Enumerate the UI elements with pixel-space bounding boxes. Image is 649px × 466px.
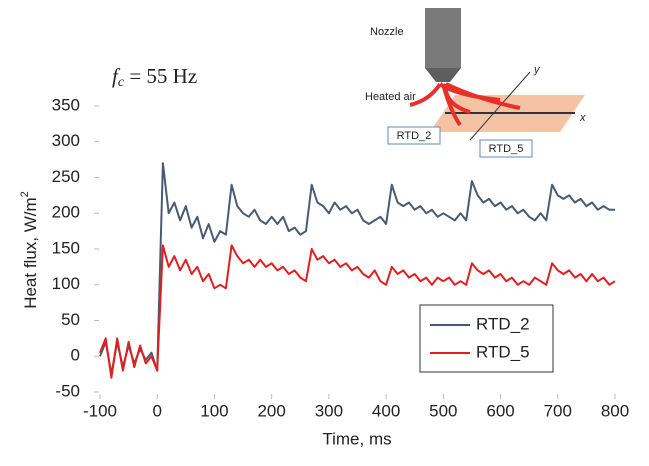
- annotation-subscript: c: [118, 75, 125, 90]
- y-axis-label: Heat flux, W/m2: [19, 191, 41, 309]
- x-axis-label: Time, ms: [322, 429, 391, 448]
- x-tick-label: 700: [544, 401, 572, 420]
- y-tick-label: 150: [52, 238, 80, 257]
- y-label-sup: 2: [19, 191, 31, 197]
- rtd5-label: RTD_5: [489, 143, 524, 155]
- x-tick-label: -100: [83, 401, 117, 420]
- y-tick-label: 200: [52, 203, 80, 222]
- nozzle-label: Nozzle: [370, 26, 404, 38]
- heated-air-label: Heated air: [365, 91, 416, 103]
- y-tick-label: 100: [52, 274, 80, 293]
- legend-label: RTD_5: [476, 342, 530, 361]
- x-tick-label: 100: [200, 401, 228, 420]
- nozzle-body: [425, 8, 461, 68]
- rtd2-label: RTD_2: [397, 130, 432, 142]
- air-flow: [409, 82, 521, 127]
- y-axis-arrow: [469, 71, 531, 141]
- y-tick-label: 50: [61, 310, 80, 329]
- x-tick-label: 400: [372, 401, 400, 420]
- series-line: [99, 162, 615, 376]
- axis-x-label: x: [579, 112, 586, 124]
- legend-box: [419, 304, 554, 373]
- rtd2-box: [387, 126, 441, 145]
- y-tick-label: 300: [52, 131, 80, 150]
- x-tick-label: 200: [257, 401, 285, 420]
- y-tick-label: -50: [55, 381, 80, 400]
- y-tick-label: 250: [52, 167, 80, 186]
- legend-label: RTD_2: [476, 314, 530, 333]
- x-tick-label: 300: [315, 401, 343, 420]
- y-label-text: Heat flux, W/m: [21, 197, 40, 308]
- x-tick-label: 500: [429, 401, 457, 420]
- x-tick-label: 800: [601, 401, 629, 420]
- annotation: fc = 55 Hz: [112, 64, 197, 90]
- y-tick-label: 0: [71, 346, 80, 365]
- x-tick-label: 600: [486, 401, 514, 420]
- axis-y-label: y: [533, 64, 541, 76]
- series-line: [99, 244, 616, 379]
- annotation-symbol: f: [112, 64, 121, 88]
- x-tick-label: 0: [152, 401, 161, 420]
- y-tick-label: 350: [52, 95, 80, 114]
- annotation-text: = 55 Hz: [124, 64, 197, 88]
- rtd5-box: [479, 139, 533, 158]
- inset-diagram: Nozzle Heated air y x RTD_2 RTD_5: [365, 8, 586, 158]
- nozzle-tip: [425, 68, 461, 82]
